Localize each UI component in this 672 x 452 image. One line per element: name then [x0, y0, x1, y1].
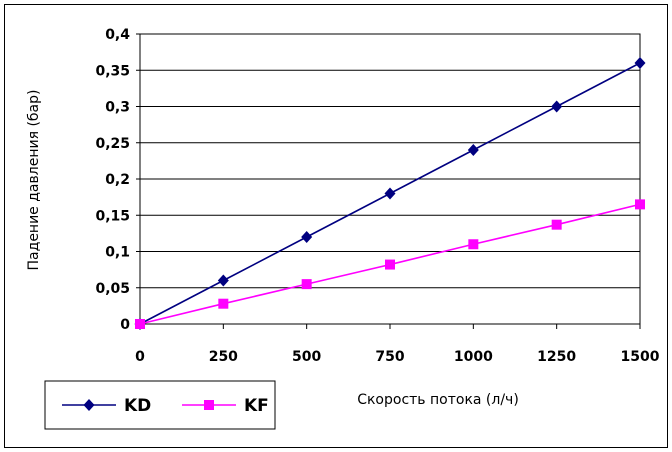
- y-tick-label: 0,4: [105, 27, 130, 43]
- legend-kf-label: KF: [244, 396, 269, 416]
- y-tick-label: 0,25: [95, 136, 130, 152]
- y-tick-label: 0,3: [105, 100, 130, 116]
- legend-kf-marker: [204, 400, 214, 410]
- data-point-kf: [135, 319, 145, 329]
- x-axis-ticks: 0 250 500 750 1000 1250 1500: [135, 324, 660, 365]
- data-point-kd: [301, 231, 313, 243]
- x-axis-label: Скорость потока (л/ч): [357, 392, 519, 408]
- series-group: [134, 57, 646, 330]
- y-axis-label: Падение давления (бар): [26, 90, 42, 271]
- data-point-kf: [635, 199, 645, 210]
- data-point-kd: [551, 100, 563, 113]
- legend: KD KF: [44, 380, 276, 430]
- data-point-kd: [217, 274, 229, 287]
- data-point-kf: [385, 259, 395, 270]
- x-tick-label: 750: [375, 349, 404, 365]
- y-tick-label: 0,1: [105, 245, 130, 261]
- x-tick-label: 500: [292, 349, 321, 365]
- data-point-kd: [467, 144, 479, 156]
- y-axis-ticks: 0 0,05 0,1 0,15 0,2 0,25 0,3 0,35 0,4: [95, 27, 140, 333]
- x-tick-label: 0: [135, 349, 145, 365]
- x-tick-label: 1000: [454, 349, 493, 365]
- legend-kd-marker: [83, 399, 95, 411]
- x-tick-label: 250: [209, 349, 238, 365]
- data-point-kf: [468, 239, 479, 250]
- data-point-kd: [634, 57, 646, 69]
- x-tick-label: 1500: [621, 349, 660, 365]
- data-point-kf: [301, 279, 312, 290]
- y-tick-label: 0,05: [95, 281, 130, 297]
- y-tick-label: 0,15: [95, 208, 130, 224]
- data-point-kf: [551, 219, 562, 230]
- x-tick-label: 1250: [537, 349, 576, 365]
- data-point-kf: [218, 298, 229, 309]
- data-point-kd: [384, 187, 396, 200]
- y-tick-label: 0: [120, 317, 130, 333]
- y-tick-label: 0,2: [105, 172, 130, 188]
- y-tick-label: 0,35: [95, 63, 130, 79]
- legend-kd-label: KD: [124, 396, 151, 416]
